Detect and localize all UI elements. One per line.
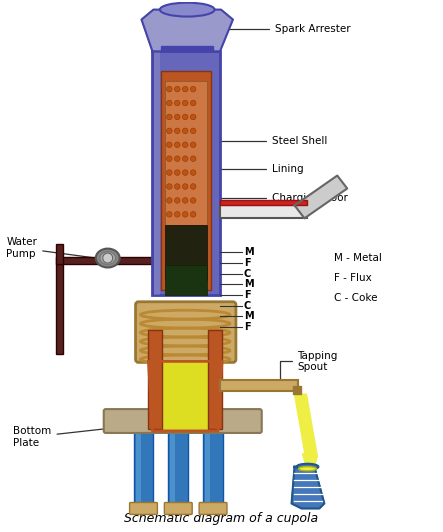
Bar [56,244,63,264]
Circle shape [183,86,188,92]
Circle shape [183,142,188,147]
Circle shape [190,100,196,106]
Circle shape [167,100,172,106]
Circle shape [103,253,113,263]
Circle shape [190,114,196,120]
Bar [136,419,140,509]
Bar [220,380,298,391]
Circle shape [183,128,188,134]
Bar [205,419,210,509]
Circle shape [167,86,172,92]
Circle shape [175,170,180,176]
Text: C: C [244,301,251,311]
Circle shape [183,197,188,203]
Bar [220,201,307,205]
Bar [168,419,188,509]
Ellipse shape [296,464,319,470]
Bar [133,419,153,509]
Circle shape [175,100,180,106]
Bar [56,264,63,354]
Polygon shape [141,10,233,52]
Text: M: M [244,311,253,321]
Circle shape [190,86,196,92]
Circle shape [190,212,196,217]
Circle shape [167,212,172,217]
Text: Bottom
Plate: Bottom Plate [13,425,146,448]
Circle shape [183,156,188,161]
Circle shape [175,156,180,161]
Bar [165,225,207,280]
Circle shape [190,170,196,176]
Circle shape [183,184,188,189]
FancyBboxPatch shape [199,503,227,514]
Ellipse shape [100,252,116,264]
Circle shape [190,197,196,203]
FancyBboxPatch shape [104,409,262,433]
Circle shape [183,114,188,120]
Text: Charging Door: Charging Door [220,194,348,210]
Bar [170,419,175,509]
Text: C - Coke: C - Coke [334,293,378,303]
Circle shape [175,184,180,189]
Circle shape [175,128,180,134]
Bar [148,330,163,429]
Text: Schematic diagram of a cupola: Schematic diagram of a cupola [124,512,318,525]
Bar [208,330,222,429]
Circle shape [167,197,172,203]
Bar [292,386,300,394]
Circle shape [175,114,180,120]
Text: Tapping
Spout: Tapping Spout [280,351,338,385]
Circle shape [190,184,196,189]
Polygon shape [152,361,218,429]
Bar [220,205,307,218]
Ellipse shape [299,467,316,471]
Circle shape [167,170,172,176]
Bar [155,52,160,295]
Text: M: M [244,247,253,257]
Text: F: F [244,290,250,300]
Circle shape [175,142,180,147]
Circle shape [190,142,196,147]
Text: F: F [244,258,250,268]
Bar [165,265,207,295]
Circle shape [167,142,172,147]
FancyBboxPatch shape [164,503,192,514]
FancyBboxPatch shape [130,503,157,514]
Bar [56,257,155,264]
Bar [161,46,213,52]
Text: C: C [244,269,251,279]
Ellipse shape [160,3,214,16]
Polygon shape [295,176,347,218]
Polygon shape [303,454,317,467]
FancyBboxPatch shape [136,302,236,362]
Circle shape [183,212,188,217]
Polygon shape [291,467,324,509]
Circle shape [167,156,172,161]
Text: Lining: Lining [195,131,303,173]
Circle shape [175,212,180,217]
Bar [152,52,220,295]
Circle shape [167,128,172,134]
Text: F: F [244,322,250,331]
Text: M: M [244,279,253,289]
Polygon shape [295,394,317,457]
Circle shape [183,170,188,176]
Bar [165,81,207,225]
Bar [203,419,223,509]
Circle shape [167,184,172,189]
Circle shape [175,197,180,203]
Text: F - Flux: F - Flux [334,273,372,283]
Text: Steel Shell: Steel Shell [195,112,327,146]
Circle shape [183,100,188,106]
Bar [161,71,211,290]
Ellipse shape [96,248,120,268]
Circle shape [190,128,196,134]
Circle shape [175,86,180,92]
Circle shape [167,114,172,120]
Circle shape [190,156,196,161]
Text: Water
Pump: Water Pump [6,237,93,259]
Text: Spark Arrester: Spark Arrester [187,14,350,35]
Text: M - Metal: M - Metal [334,253,382,263]
